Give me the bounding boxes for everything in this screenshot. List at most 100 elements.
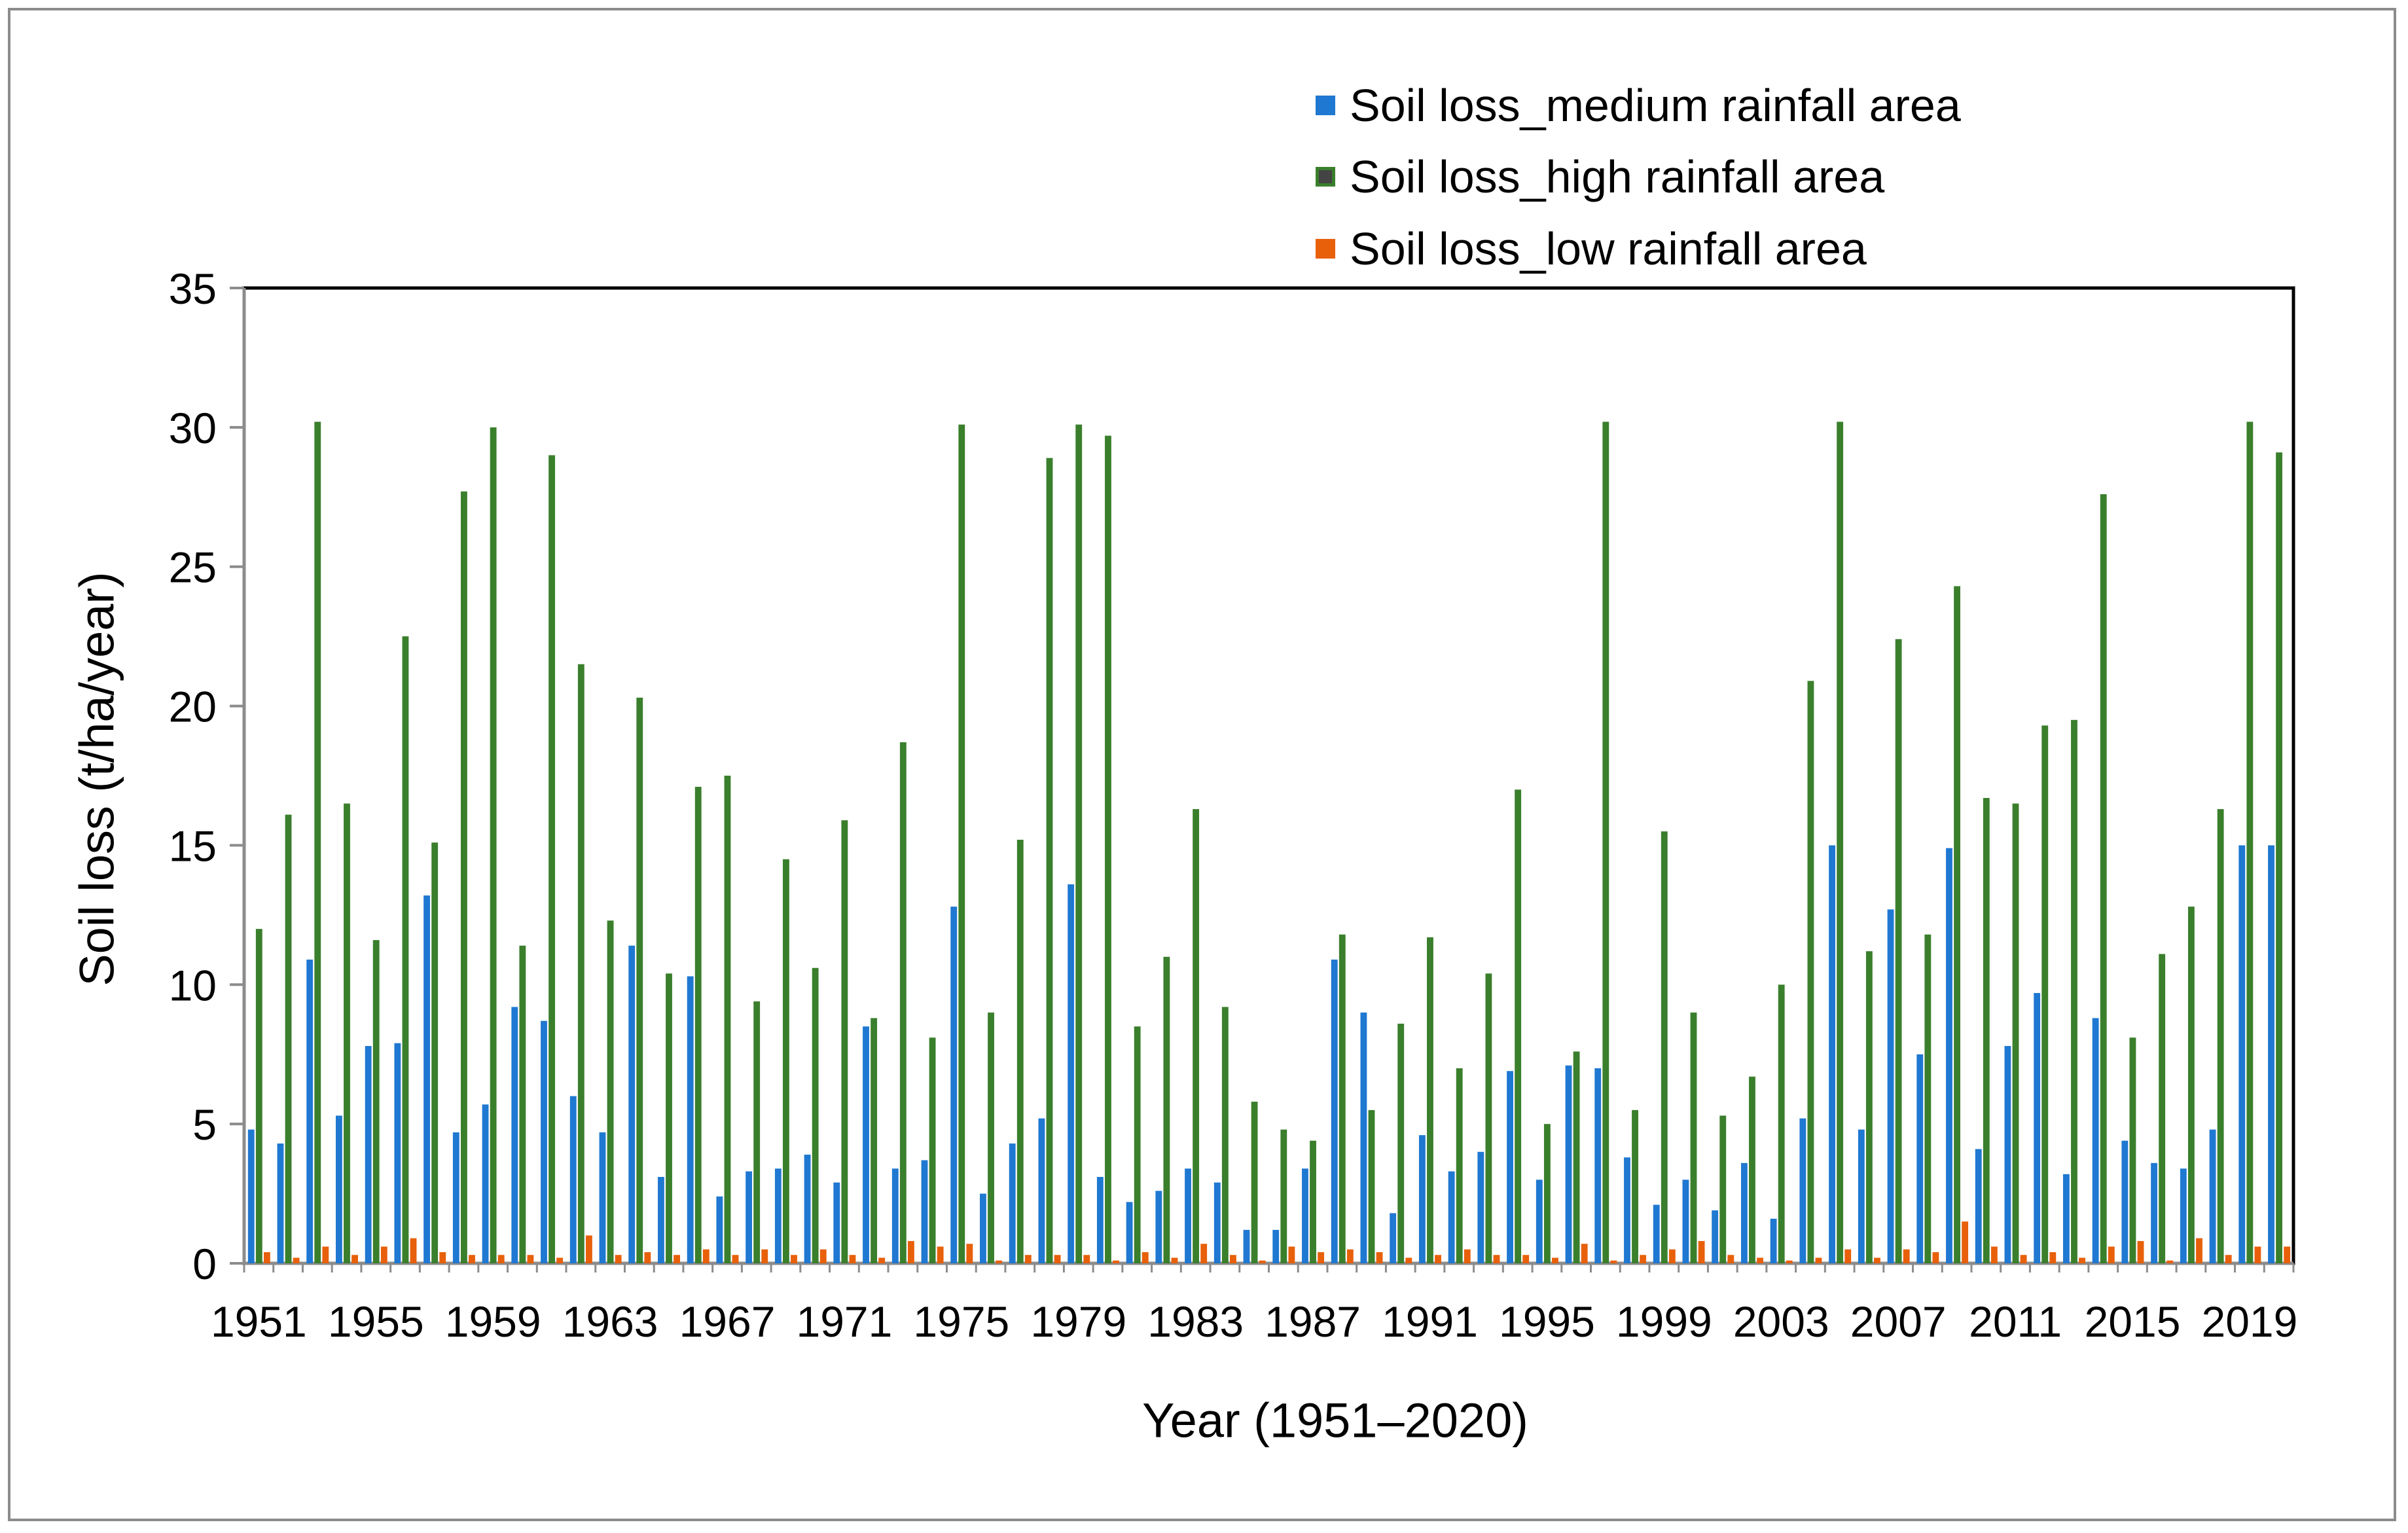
bar-low <box>439 1252 446 1263</box>
bar-medium <box>746 1171 753 1263</box>
y-tick-label: 20 <box>169 683 217 731</box>
bar-medium <box>1770 1218 1777 1263</box>
bar-high <box>1016 839 1024 1263</box>
bar-low <box>263 1252 270 1263</box>
bar-medium <box>2062 1174 2070 1263</box>
bar-high <box>1515 789 1522 1263</box>
bar-low <box>1318 1252 1325 1263</box>
bar-low <box>2137 1240 2144 1263</box>
bar-low <box>2108 1246 2115 1263</box>
bar-medium <box>833 1182 840 1263</box>
x-tick-label: 1987 <box>1265 1297 1361 1346</box>
legend-label-medium: Soil loss_medium rainfall area <box>1350 80 1961 131</box>
bar-medium <box>658 1177 664 1263</box>
bar-high <box>519 945 526 1263</box>
bar-high <box>1163 956 1170 1263</box>
bar-low <box>966 1244 973 1263</box>
bar-low <box>2166 1260 2174 1263</box>
bar-high <box>2012 803 2019 1263</box>
bar-high <box>2246 422 2254 1264</box>
bar-high <box>988 1012 994 1263</box>
bar-low <box>1054 1255 1061 1263</box>
x-tick-label: 2007 <box>1850 1297 1947 1346</box>
bar-low <box>1464 1249 1471 1263</box>
bar-low <box>1668 1249 1676 1263</box>
y-tick-label: 30 <box>169 404 217 452</box>
bar-medium <box>2238 845 2246 1263</box>
bar-medium <box>306 959 314 1263</box>
bar-low <box>1113 1260 1119 1263</box>
x-tick-label: 2003 <box>1733 1297 1829 1346</box>
bar-high <box>1602 422 1609 1264</box>
x-tick-label: 2019 <box>2201 1297 2297 1346</box>
bar-medium <box>1975 1149 1982 1263</box>
bar-medium <box>1653 1204 1660 1263</box>
bar-low <box>761 1249 768 1263</box>
bar-medium <box>2004 1045 2011 1263</box>
bar-high <box>1719 1115 1727 1263</box>
bar-medium <box>1624 1157 1630 1263</box>
bar-low <box>1727 1255 1734 1263</box>
bar-high <box>577 664 584 1263</box>
bar-medium <box>452 1132 459 1263</box>
bar-high <box>1046 458 1053 1263</box>
bar-medium <box>2180 1168 2187 1263</box>
bar-low <box>1610 1260 1617 1263</box>
bar-high <box>1837 422 1844 1264</box>
bar-medium <box>247 1129 255 1263</box>
bar-high <box>431 842 439 1263</box>
x-tick-label: 1975 <box>913 1297 1009 1346</box>
bar-medium <box>1887 909 1894 1263</box>
bar-high <box>2100 494 2107 1263</box>
bar-low <box>1083 1255 1090 1263</box>
bar-medium <box>716 1196 723 1263</box>
y-tick-label: 35 <box>169 264 217 313</box>
bar-low <box>937 1246 944 1263</box>
bar-high <box>1397 1023 1405 1263</box>
bar-medium <box>1418 1135 1426 1263</box>
bar-low <box>1493 1255 1500 1263</box>
bar-high <box>1368 1109 1375 1263</box>
bar-medium <box>1536 1180 1543 1263</box>
bar-low <box>849 1255 856 1263</box>
legend-label-low: Soil loss_low rainfall area <box>1350 223 1867 274</box>
bar-high <box>694 787 702 1263</box>
bar-low <box>791 1255 797 1263</box>
bar-low <box>644 1252 651 1263</box>
y-axis-title: Soil loss (t/ha/year) <box>69 571 124 986</box>
bar-high <box>1134 1026 1141 1263</box>
bar-low <box>1552 1257 1558 1263</box>
bar-low <box>1932 1252 1939 1263</box>
bar-high <box>1778 984 1785 1263</box>
y-tick-label: 5 <box>192 1100 217 1149</box>
bar-medium <box>1331 959 1338 1263</box>
bar-medium <box>277 1143 284 1263</box>
bar-high <box>1632 1109 1638 1263</box>
bar-high <box>1221 1007 1229 1263</box>
bar-low <box>1786 1260 1793 1263</box>
bar-medium <box>863 1026 869 1263</box>
bar-medium <box>394 1043 401 1263</box>
bar-high <box>666 973 672 1263</box>
legend-label-high: Soil loss_high rainfall area <box>1350 151 1885 202</box>
bar-high <box>1105 435 1111 1263</box>
bar-low <box>1757 1257 1763 1263</box>
bar-high <box>2187 907 2195 1263</box>
bar-low <box>2225 1255 2232 1263</box>
bar-low <box>380 1246 387 1263</box>
bar-low <box>1640 1255 1647 1263</box>
bar-high <box>314 422 321 1264</box>
bar-high <box>2071 719 2077 1263</box>
bar-low <box>907 1240 914 1263</box>
bar-high <box>1895 639 1902 1263</box>
bar-high <box>2041 725 2049 1263</box>
bar-high <box>1543 1124 1551 1263</box>
bar-high <box>724 776 731 1263</box>
bar-low <box>2020 1255 2027 1263</box>
bar-medium <box>423 895 431 1263</box>
bar-medium <box>950 907 958 1263</box>
bar-medium <box>2092 1018 2099 1263</box>
bar-low <box>1844 1249 1852 1263</box>
bar-low <box>1376 1252 1383 1263</box>
bar-medium <box>921 1160 928 1263</box>
